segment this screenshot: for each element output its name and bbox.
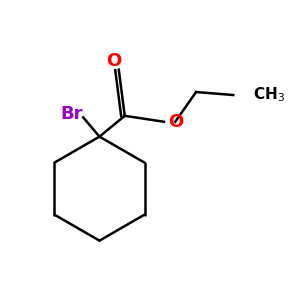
Text: O: O <box>106 52 122 70</box>
Text: Br: Br <box>60 105 82 123</box>
Text: O: O <box>169 113 184 131</box>
Text: CH$_3$: CH$_3$ <box>253 86 284 104</box>
